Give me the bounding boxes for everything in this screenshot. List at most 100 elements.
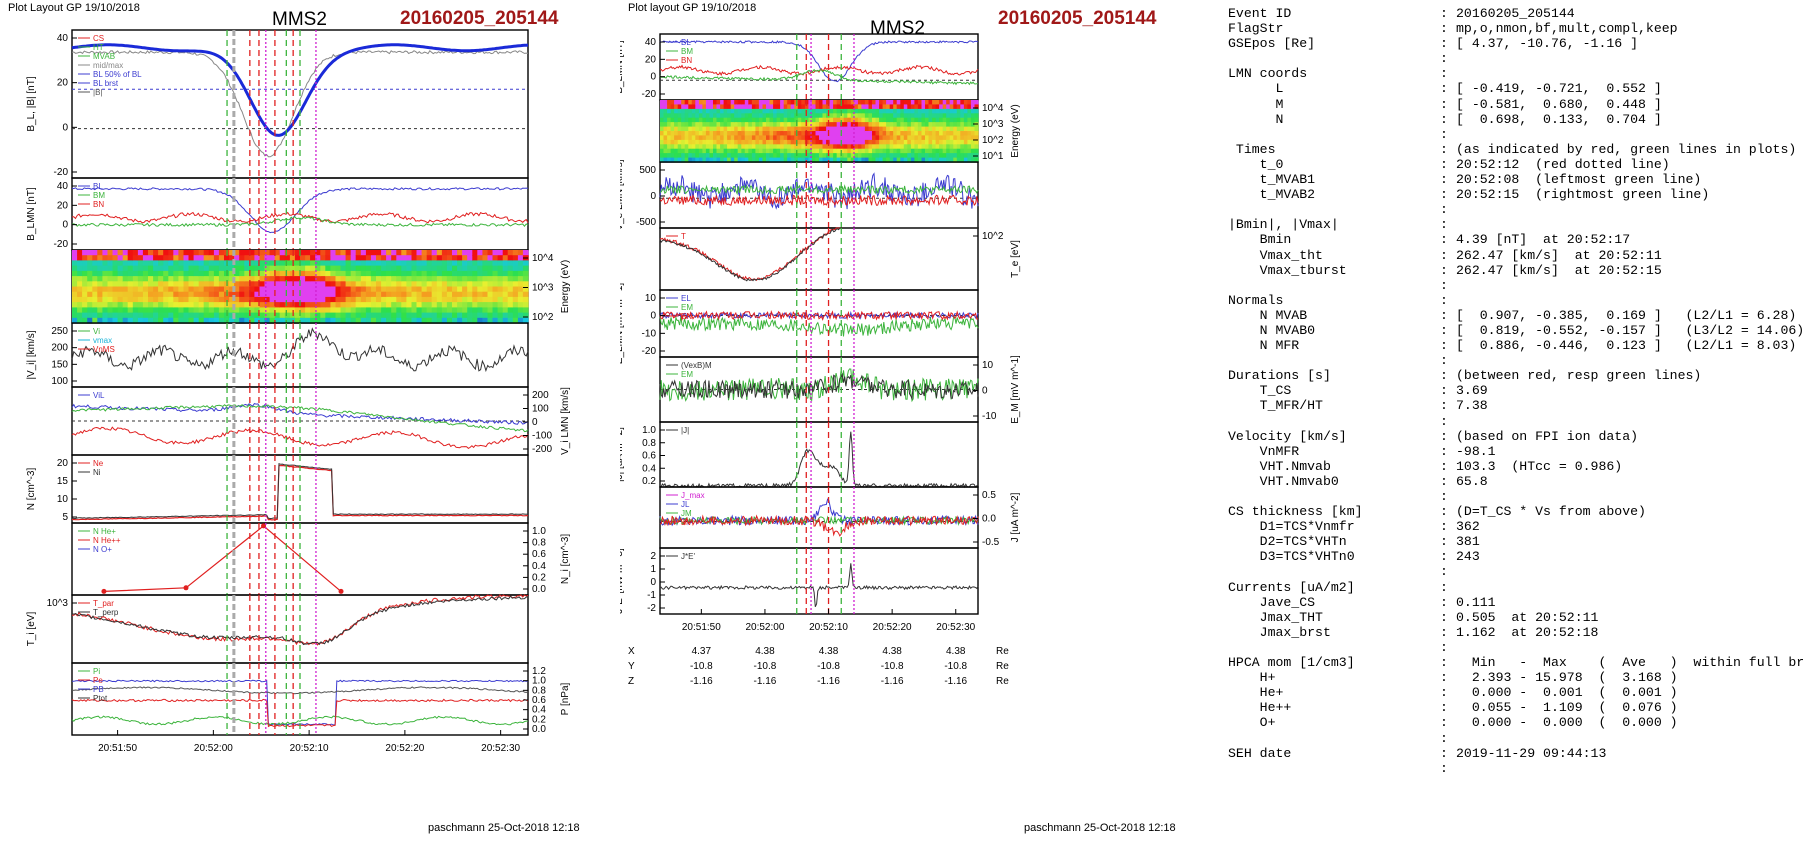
spectrogram-cell	[843, 122, 848, 128]
spectrogram-cell	[122, 291, 129, 298]
spectrogram-cell	[864, 153, 869, 159]
spectrogram-cell	[727, 131, 732, 136]
spectrogram-cell	[684, 122, 689, 128]
spectrogram-cell	[893, 144, 898, 150]
tick-label: -10	[982, 411, 997, 422]
coord-label: Y	[628, 661, 635, 672]
spectrogram-cell	[914, 108, 919, 114]
spectrogram-cell	[234, 317, 240, 324]
tick-label: 0.8	[532, 685, 546, 696]
tick-label: 1	[650, 564, 656, 575]
spectrogram-cell	[872, 148, 877, 154]
tick-label: 1.0	[532, 526, 546, 537]
spectrogram-cell	[705, 148, 710, 154]
info-row: CS thickness [km]: (D=T_CS * Vs from abov…	[1228, 504, 1804, 519]
spectrogram-cell	[801, 117, 806, 123]
spectrogram-cell	[153, 307, 159, 314]
spectrogram-cell	[421, 317, 428, 324]
spectrogram-cell	[963, 122, 968, 128]
spectrogram-cell	[239, 270, 245, 277]
spectrogram-cell	[720, 135, 725, 141]
spectrogram-cell	[737, 153, 742, 159]
spectrogram-cell	[360, 265, 367, 272]
spectrogram-cell	[677, 100, 682, 105]
spectrogram-cell	[416, 296, 423, 303]
spectrogram-cell	[875, 157, 880, 163]
tick-label: 0.4	[532, 705, 546, 716]
spectrogram-cell	[239, 276, 245, 282]
spectrogram-cell	[452, 302, 458, 308]
spectrogram-cell	[840, 126, 845, 132]
spectrogram-cell	[249, 276, 255, 282]
spectrogram-cell	[340, 276, 347, 282]
spectrogram-cell	[340, 281, 347, 288]
panel-ylabel: P [nPa]	[560, 682, 571, 715]
spectrogram-cell	[783, 126, 788, 132]
spectrogram-cell	[122, 260, 129, 267]
spectrogram-cell	[780, 153, 785, 159]
info-row: :	[1228, 353, 1804, 368]
spectrogram-cell	[492, 255, 499, 261]
spectrogram-cell	[517, 312, 524, 319]
spectrogram-cell	[886, 135, 891, 141]
spectrogram-cell	[234, 260, 240, 267]
spectrogram-cell	[426, 302, 433, 308]
spectrogram-cell	[188, 255, 195, 261]
spectrogram-cell	[758, 108, 763, 114]
spectrogram-cell	[208, 281, 215, 288]
spectrogram-cell	[932, 135, 937, 141]
tick-label: 20	[57, 458, 69, 469]
spectrogram-cell	[446, 270, 453, 277]
spectrogram-cell	[239, 286, 245, 293]
spectrogram-cell	[452, 291, 458, 298]
spectrogram-cell	[477, 265, 483, 272]
spectrogram-cell	[769, 104, 774, 110]
spectrogram-cell	[695, 100, 700, 105]
spectrogram-cell	[512, 281, 519, 288]
spectrogram-cell	[914, 139, 919, 145]
spectrogram-cell	[102, 291, 109, 298]
info-key: t_0	[1228, 156, 1284, 172]
event-info-table: Event ID:20160205_205144 FlagStr: mp,o,nmo…	[1228, 6, 1804, 776]
info-key: HPCA mom [1/cm3]	[1228, 655, 1355, 671]
spectrogram-cell	[87, 291, 93, 298]
info-row: N MVAB0:[ 0.819, -0.552, -0.157 ] (L3/L2…	[1228, 323, 1804, 338]
spectrogram-cell	[107, 296, 114, 303]
panel-ylabel: N_i [cm^-3]	[560, 534, 571, 584]
spectrogram-cell	[893, 122, 898, 128]
spectrogram-cell	[815, 126, 820, 132]
spectrogram-cell	[284, 307, 291, 314]
spectrogram-cell	[900, 131, 905, 136]
info-colon: :	[1440, 700, 1448, 716]
spectrogram-cell	[188, 307, 195, 314]
spectrogram-cell	[335, 302, 342, 308]
spectrogram-cell	[815, 157, 820, 163]
spectrogram-cell	[967, 148, 972, 154]
spectrogram-cell	[695, 148, 700, 154]
spectrogram-cell	[365, 255, 372, 261]
spectrogram-cell	[102, 302, 109, 308]
spectrogram-cell	[705, 153, 710, 159]
spectrogram-cell	[492, 281, 499, 288]
spectrogram-cell	[910, 113, 915, 119]
spectrogram-cell	[864, 148, 869, 154]
spectrogram-cell	[804, 153, 809, 159]
tick-label: 10^2	[532, 312, 554, 323]
spectrogram-cell	[512, 276, 519, 282]
spectrogram-cell	[492, 270, 499, 277]
spectrogram-cell	[970, 139, 975, 145]
spectrogram-cell	[229, 286, 235, 293]
spectrogram-cell	[198, 296, 205, 303]
spectrogram-cell	[660, 139, 665, 145]
spectrogram-cell	[522, 265, 529, 272]
panel-frame	[659, 421, 979, 488]
tick-label: 0.5	[982, 490, 996, 501]
coord-value: -10.8	[754, 661, 777, 672]
spectrogram-cell	[198, 276, 205, 282]
spectrogram-cell	[773, 148, 778, 154]
spectrogram-cell	[315, 276, 321, 282]
spectrogram-cell	[886, 139, 891, 145]
spectrogram-cell	[289, 265, 296, 272]
spectrogram-cell	[709, 104, 714, 110]
info-colon: :	[1440, 383, 1448, 399]
